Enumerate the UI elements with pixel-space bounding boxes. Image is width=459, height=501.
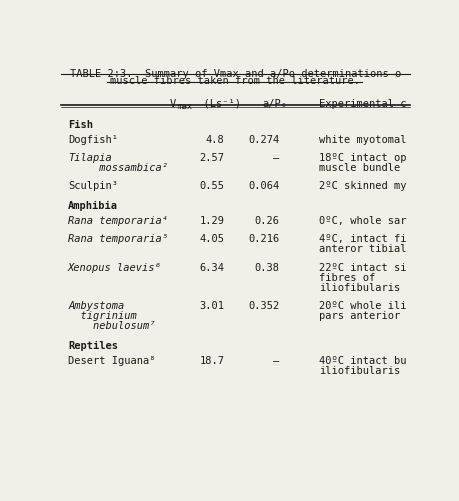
Text: TABLE 2:3.  Summary of Vmax and a/Po determinations o: TABLE 2:3. Summary of Vmax and a/Po dete…: [70, 69, 401, 79]
Text: 18.7: 18.7: [200, 356, 224, 366]
Text: 0ºC, whole sar: 0ºC, whole sar: [319, 216, 406, 226]
Text: 0.274: 0.274: [248, 135, 280, 145]
Text: Fish: Fish: [68, 120, 93, 130]
Text: 2.57: 2.57: [200, 153, 224, 163]
Text: Ambystoma: Ambystoma: [68, 301, 124, 311]
Text: Xenopus laevis⁶: Xenopus laevis⁶: [68, 263, 162, 273]
Text: –: –: [274, 153, 280, 163]
Text: Tilapia: Tilapia: [68, 153, 112, 163]
Text: Amphibia: Amphibia: [68, 201, 118, 211]
Text: Dogfish¹: Dogfish¹: [68, 135, 118, 145]
Text: 0.26: 0.26: [255, 216, 280, 226]
Text: 0.064: 0.064: [248, 181, 280, 191]
Text: 0.216: 0.216: [248, 234, 280, 244]
Text: pars anterior: pars anterior: [319, 311, 400, 321]
Text: tigrinium: tigrinium: [68, 311, 137, 321]
Text: 1.29: 1.29: [200, 216, 224, 226]
Text: 0.55: 0.55: [200, 181, 224, 191]
Text: mossambica²: mossambica²: [68, 163, 168, 173]
Text: anteror tibial: anteror tibial: [319, 244, 406, 255]
Text: a/P₀: a/P₀: [262, 99, 287, 109]
Text: iliofibularis: iliofibularis: [319, 366, 400, 376]
Text: Sculpin³: Sculpin³: [68, 181, 118, 191]
Text: 40ºC intact bu: 40ºC intact bu: [319, 356, 406, 366]
Text: fibres of: fibres of: [319, 273, 375, 283]
Text: 6.34: 6.34: [200, 263, 224, 273]
Text: Experimental c: Experimental c: [319, 99, 406, 109]
Text: 3.01: 3.01: [200, 301, 224, 311]
Text: muscle fibres taken from the literature.: muscle fibres taken from the literature.: [110, 76, 360, 86]
Text: 4ºC, intact fi: 4ºC, intact fi: [319, 234, 406, 244]
Text: Rana temporaria⁴: Rana temporaria⁴: [68, 216, 168, 226]
Text: 4.8: 4.8: [206, 135, 224, 145]
Text: 0.38: 0.38: [255, 263, 280, 273]
Text: Rana temporaria⁵: Rana temporaria⁵: [68, 234, 168, 244]
Text: –: –: [274, 356, 280, 366]
Text: 4.05: 4.05: [200, 234, 224, 244]
Text: 0.352: 0.352: [248, 301, 280, 311]
Text: max: max: [177, 102, 192, 111]
Text: Reptiles: Reptiles: [68, 341, 118, 351]
Text: 18ºC intact op: 18ºC intact op: [319, 153, 406, 163]
Text: (Ls⁻¹): (Ls⁻¹): [191, 99, 241, 109]
Text: muscle bundle: muscle bundle: [319, 163, 400, 173]
Text: V: V: [169, 99, 176, 109]
Text: 22ºC intact si: 22ºC intact si: [319, 263, 406, 273]
Text: white myotomal: white myotomal: [319, 135, 406, 145]
Text: Desert Iguana⁸: Desert Iguana⁸: [68, 356, 156, 366]
Text: nebulosum⁷: nebulosum⁷: [68, 321, 156, 331]
Text: iliofibularis: iliofibularis: [319, 283, 400, 293]
Text: 20ºC whole ili: 20ºC whole ili: [319, 301, 406, 311]
Text: 2ºC skinned my: 2ºC skinned my: [319, 181, 406, 191]
